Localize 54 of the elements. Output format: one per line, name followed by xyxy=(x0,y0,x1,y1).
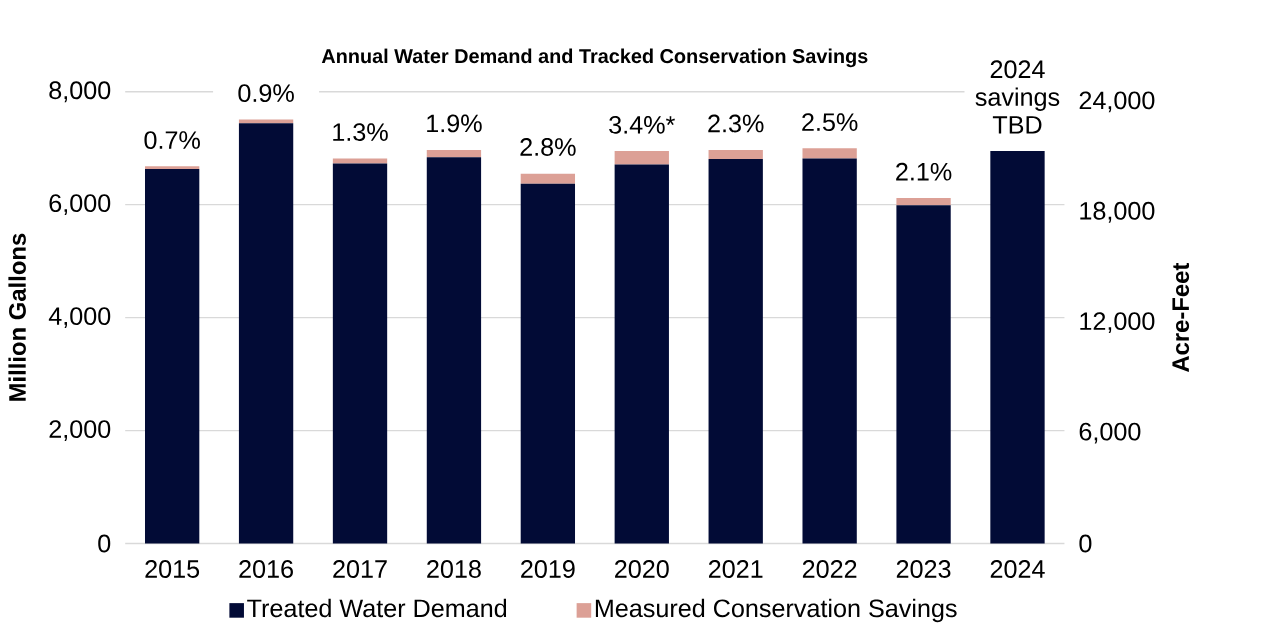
annotation: 2.1% xyxy=(896,162,952,181)
bar xyxy=(802,158,857,544)
annotation: 0.9% xyxy=(238,84,294,103)
legend-label: Measured Conservation Savings xyxy=(595,598,957,623)
x-tick-label: 2015 xyxy=(145,560,200,578)
y2-tick-label: 0 xyxy=(1079,534,1092,553)
chart-title: Annual Water Demand and Tracked Conservation Savings xyxy=(321,48,868,68)
y-tick-label: 2,000 xyxy=(49,420,111,442)
bar xyxy=(520,183,576,544)
y2-tick-label: 6,000 xyxy=(1079,422,1141,444)
x-tick-label: 2017 xyxy=(333,560,387,578)
bar xyxy=(802,148,857,159)
legend-label: Treated Water Demand xyxy=(247,598,507,618)
annotation: 2.3% xyxy=(708,114,764,133)
bar xyxy=(238,119,294,124)
bar xyxy=(426,157,482,544)
bar xyxy=(238,123,294,544)
y-tick-label: 4,000 xyxy=(48,307,111,329)
y2-tick-label: 12,000 xyxy=(1080,312,1155,334)
x-tick-label: 2019 xyxy=(521,560,575,578)
bar xyxy=(708,159,763,544)
bar xyxy=(520,173,576,184)
bar xyxy=(145,169,200,544)
bar xyxy=(614,164,669,544)
annotation: 3.4%* xyxy=(609,116,675,134)
bar xyxy=(426,149,482,158)
x-tick-label: 2022 xyxy=(802,560,857,578)
annotation: 2.8% xyxy=(520,138,576,156)
annotation: 2.5% xyxy=(802,113,858,132)
bar xyxy=(896,205,951,544)
x-tick-label: 2024 xyxy=(990,560,1045,578)
annotation: 0.7% xyxy=(144,131,200,150)
x-tick-label: 2023 xyxy=(896,560,951,578)
annotation: 2024 savings TBD xyxy=(975,60,1060,134)
y2-tick-label: 24,000 xyxy=(1079,91,1155,113)
y-axis-title: Million Gallons xyxy=(8,233,26,401)
y2-axis-title: Acre-Feet xyxy=(1172,262,1190,373)
bar xyxy=(614,151,669,165)
x-tick-label: 2020 xyxy=(615,560,669,578)
bar xyxy=(145,166,200,170)
x-tick-label: 2021 xyxy=(708,560,763,578)
y-tick-label: 8,000 xyxy=(49,81,111,103)
bar xyxy=(708,149,763,160)
bar xyxy=(332,158,388,164)
bar xyxy=(896,197,951,206)
x-tick-label: 2016 xyxy=(239,560,293,578)
x-tick-label: 2018 xyxy=(427,560,481,578)
y-tick-label: 6,000 xyxy=(49,194,111,216)
bar xyxy=(990,151,1045,544)
y-tick-label: 0 xyxy=(98,534,111,553)
y2-tick-label: 18,000 xyxy=(1080,201,1155,223)
annotation: 1.9% xyxy=(427,114,482,133)
bar xyxy=(332,163,388,544)
annotation: 1.3% xyxy=(333,123,388,142)
